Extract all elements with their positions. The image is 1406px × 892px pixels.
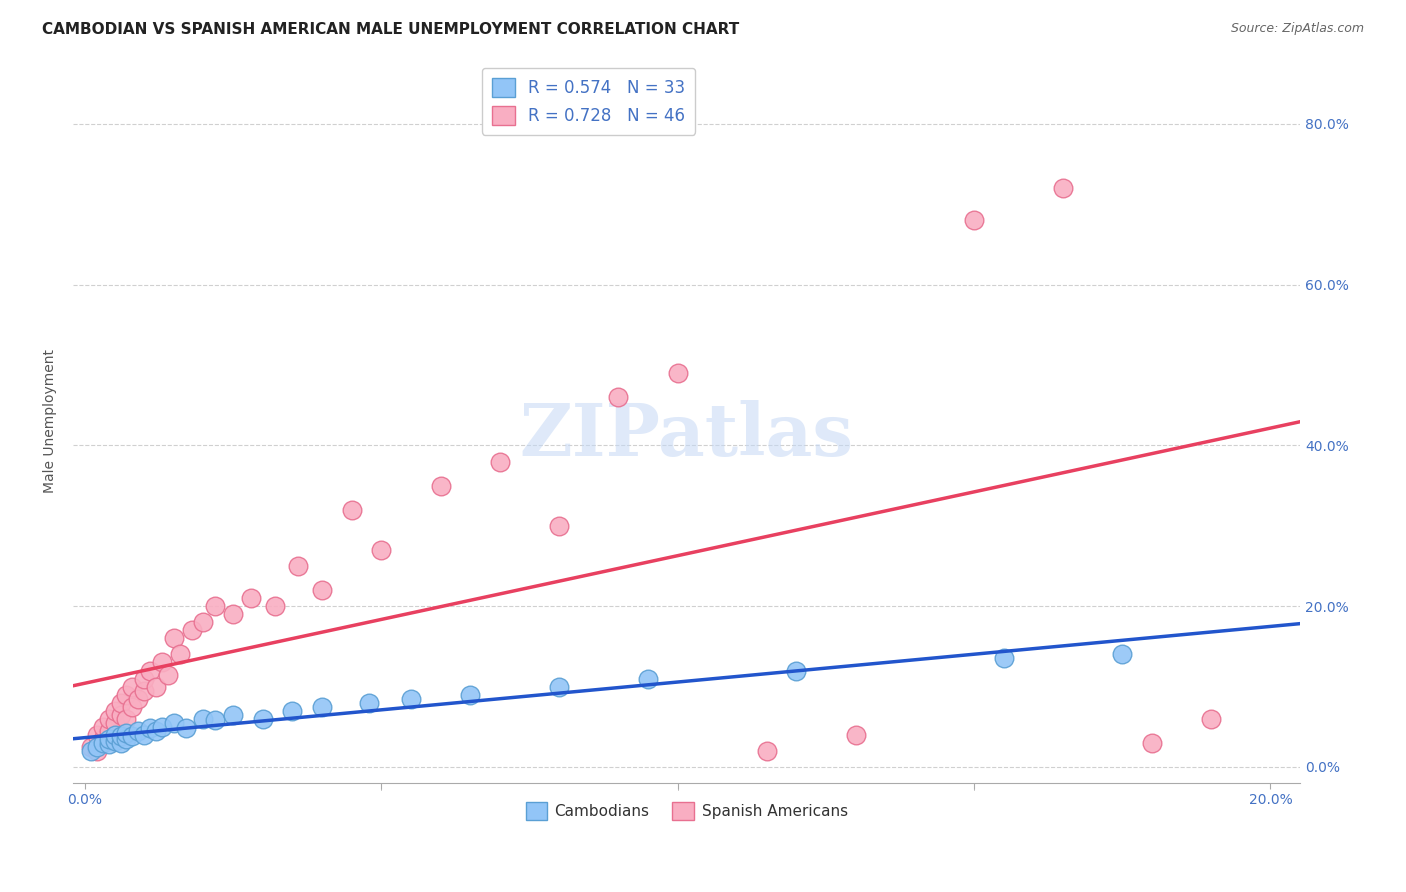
- Point: [1052, 181, 1074, 195]
- Text: Source: ZipAtlas.com: Source: ZipAtlas.com: [1230, 22, 1364, 36]
- Point: [80, 739, 103, 754]
- Point: [222, 607, 245, 622]
- Point: [993, 651, 1015, 665]
- Point: [193, 615, 215, 630]
- Point: [150, 720, 173, 734]
- Point: [156, 667, 179, 681]
- Point: [91, 731, 114, 746]
- Point: [429, 478, 451, 492]
- Point: [103, 731, 125, 746]
- Point: [281, 704, 304, 718]
- Text: ZIPatlas: ZIPatlas: [520, 401, 853, 471]
- Point: [139, 664, 162, 678]
- Point: [370, 543, 392, 558]
- Point: [115, 726, 138, 740]
- Point: [222, 707, 245, 722]
- Point: [86, 739, 108, 754]
- Point: [844, 728, 866, 742]
- Point: [755, 744, 778, 758]
- Point: [115, 712, 138, 726]
- Point: [97, 712, 120, 726]
- Point: [97, 731, 120, 746]
- Point: [399, 691, 422, 706]
- Y-axis label: Male Unemployment: Male Unemployment: [44, 350, 58, 493]
- Point: [1111, 648, 1133, 662]
- Point: [110, 707, 132, 722]
- Point: [150, 656, 173, 670]
- Point: [287, 559, 309, 574]
- Point: [103, 715, 125, 730]
- Point: [489, 454, 512, 468]
- Point: [80, 744, 103, 758]
- Point: [340, 502, 363, 516]
- Point: [121, 680, 143, 694]
- Point: [458, 688, 481, 702]
- Point: [607, 390, 630, 404]
- Point: [134, 683, 156, 698]
- Point: [180, 624, 202, 638]
- Point: [359, 696, 381, 710]
- Legend: Cambodians, Spanish Americans: Cambodians, Spanish Americans: [519, 797, 853, 826]
- Point: [239, 591, 262, 606]
- Point: [97, 738, 120, 752]
- Point: [103, 728, 125, 742]
- Point: [204, 599, 226, 614]
- Point: [103, 734, 125, 748]
- Point: [1140, 736, 1163, 750]
- Point: [134, 672, 156, 686]
- Point: [110, 736, 132, 750]
- Point: [145, 723, 167, 738]
- Point: [86, 744, 108, 758]
- Point: [139, 722, 162, 736]
- Point: [548, 680, 571, 694]
- Point: [548, 518, 571, 533]
- Point: [252, 712, 274, 726]
- Point: [1199, 712, 1222, 726]
- Point: [169, 648, 191, 662]
- Point: [174, 722, 197, 736]
- Point: [637, 672, 659, 686]
- Point: [115, 688, 138, 702]
- Point: [91, 720, 114, 734]
- Point: [145, 680, 167, 694]
- Point: [103, 704, 125, 718]
- Point: [134, 728, 156, 742]
- Point: [110, 730, 132, 744]
- Text: CAMBODIAN VS SPANISH AMERICAN MALE UNEMPLOYMENT CORRELATION CHART: CAMBODIAN VS SPANISH AMERICAN MALE UNEMP…: [42, 22, 740, 37]
- Point: [127, 691, 149, 706]
- Point: [163, 632, 186, 646]
- Point: [204, 714, 226, 728]
- Point: [785, 664, 807, 678]
- Point: [666, 366, 689, 380]
- Point: [311, 583, 333, 598]
- Point: [263, 599, 285, 614]
- Point: [91, 736, 114, 750]
- Point: [193, 712, 215, 726]
- Point: [127, 723, 149, 738]
- Point: [110, 696, 132, 710]
- Point: [121, 699, 143, 714]
- Point: [86, 728, 108, 742]
- Point: [121, 730, 143, 744]
- Point: [97, 723, 120, 738]
- Point: [163, 715, 186, 730]
- Point: [115, 731, 138, 746]
- Point: [963, 213, 986, 227]
- Point: [311, 699, 333, 714]
